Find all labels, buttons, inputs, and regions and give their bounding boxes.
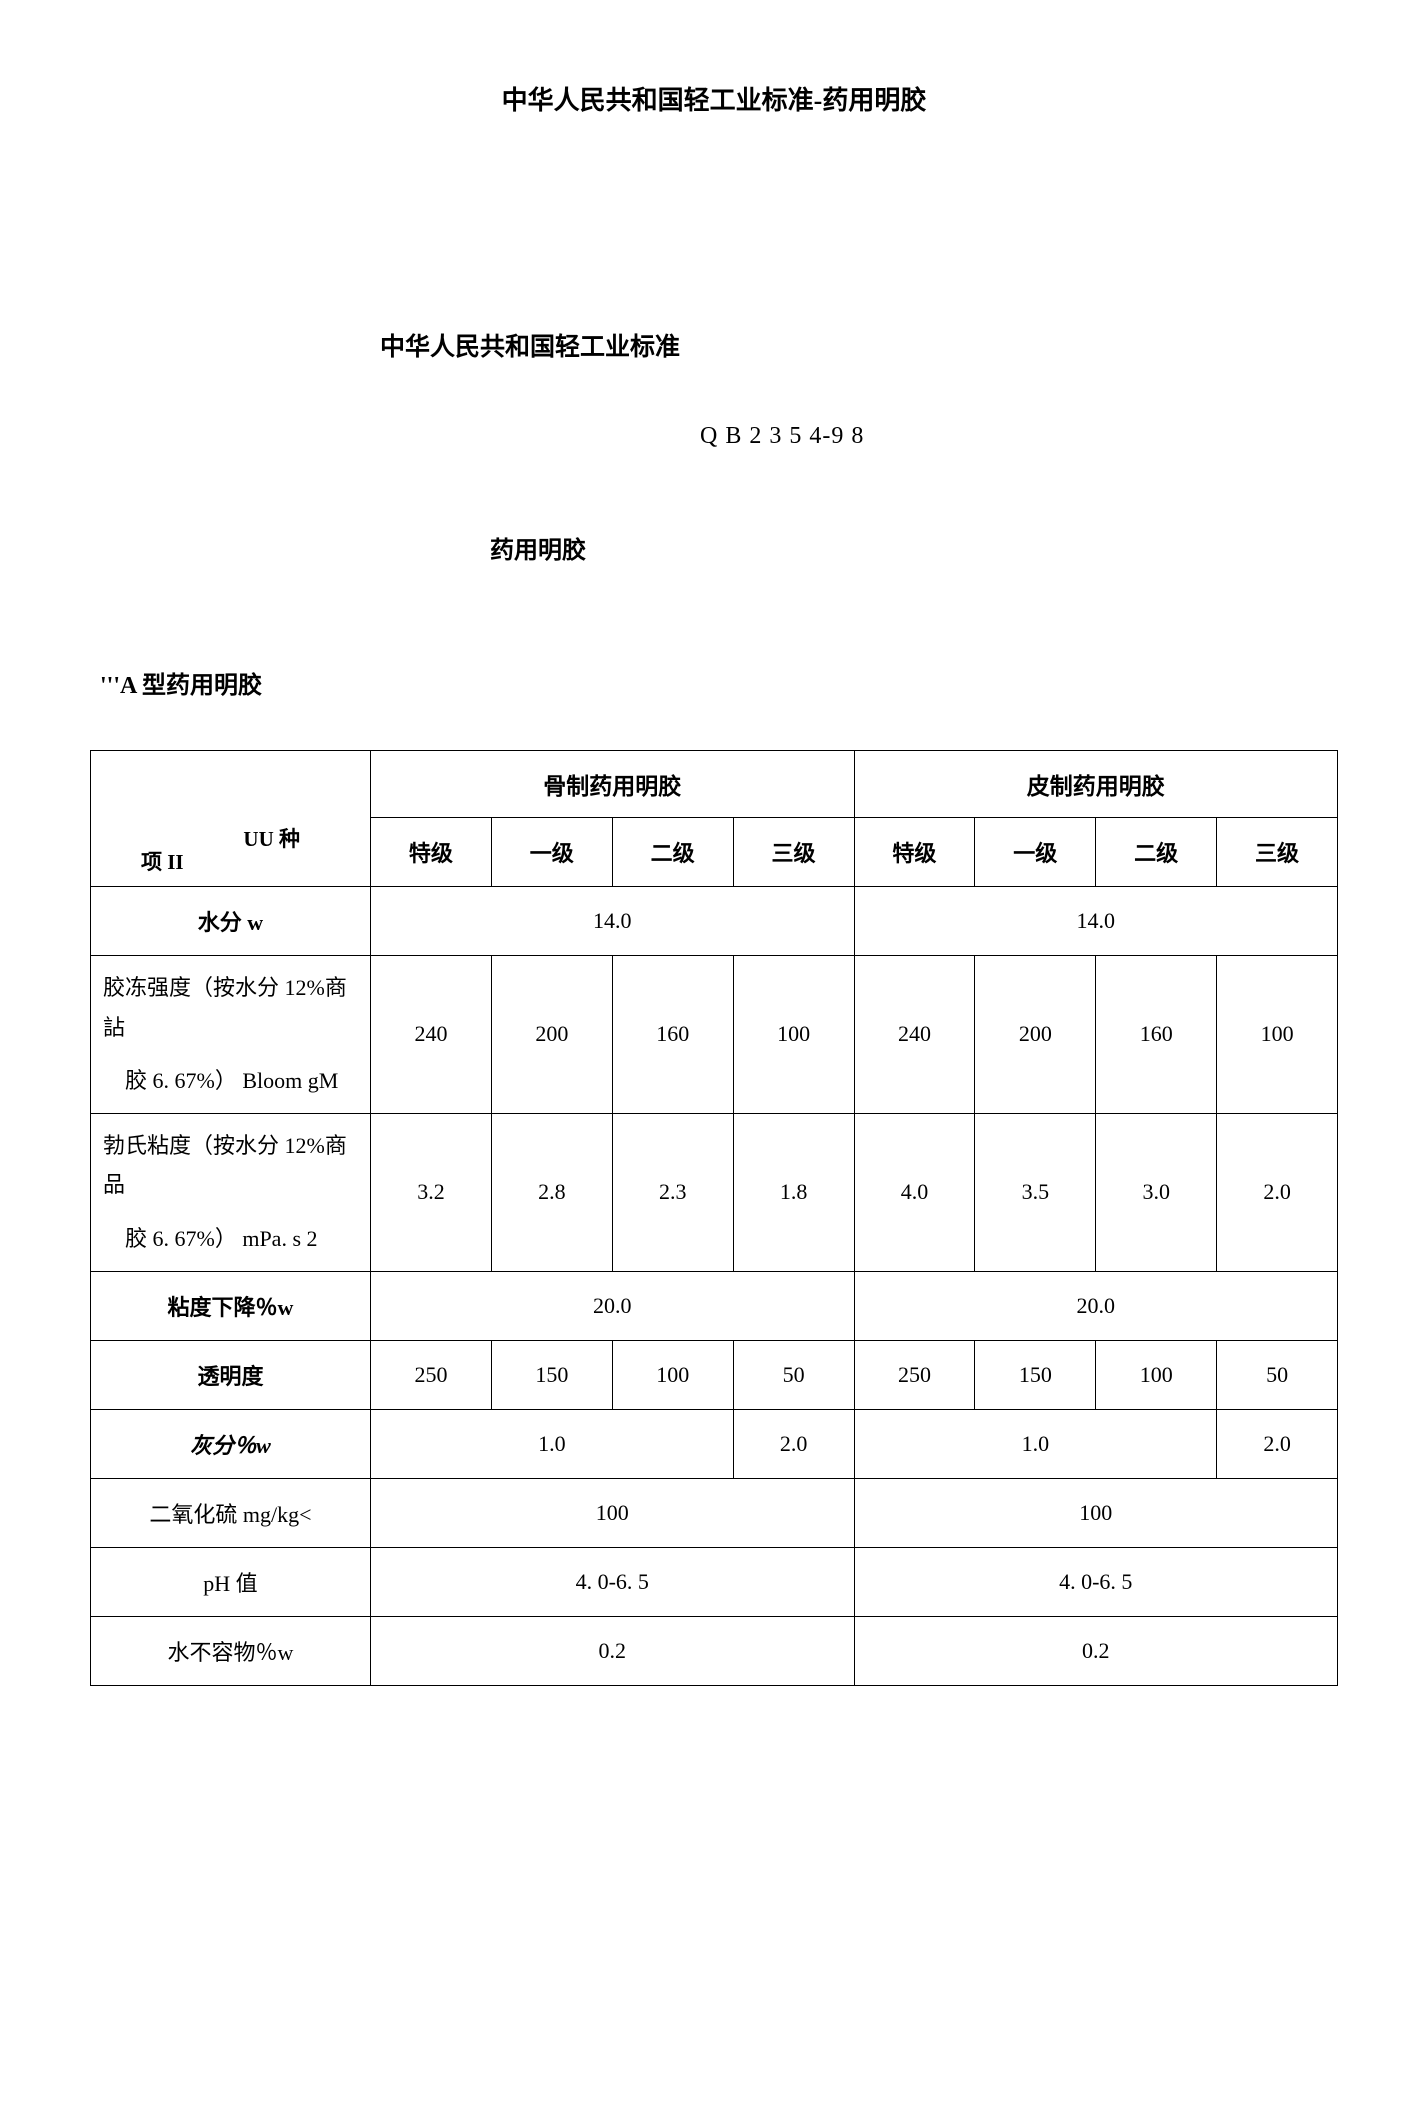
cell-value: 100 xyxy=(612,1340,733,1409)
cell-value: 2.3 xyxy=(612,1113,733,1271)
label-line: 胶 6. 67%） mPa. s 2 xyxy=(103,1219,358,1259)
label-line: 勃氏粘度（按水分 12%商品 xyxy=(103,1133,347,1198)
cell-value: 100 xyxy=(1217,956,1338,1114)
table-row: 水不容物％w 0.2 0.2 xyxy=(91,1616,1338,1685)
row-label-transparency: 透明度 xyxy=(91,1340,371,1409)
cell-value: 200 xyxy=(975,956,1096,1114)
grade-header: 三级 xyxy=(733,818,854,887)
row-label-so2: 二氧化硫 mg/kg< xyxy=(91,1478,371,1547)
cell-value: 3.5 xyxy=(975,1113,1096,1271)
cell-value: 4. 0-6. 5 xyxy=(371,1547,855,1616)
cell-value: 100 xyxy=(854,1478,1338,1547)
uu-label: UU 种 xyxy=(243,823,300,853)
section-label: '''A 型药用明胶 xyxy=(100,665,1338,700)
document-title: 中华人民共和国轻工业标准-药用明胶 xyxy=(90,80,1338,117)
cell-value: 150 xyxy=(975,1340,1096,1409)
row-label-moisture: 水分 w xyxy=(91,887,371,956)
cell-value: 100 xyxy=(1096,1340,1217,1409)
cell-value: 1.8 xyxy=(733,1113,854,1271)
row-label-jelly-strength: 胶冻强度（按水分 12%商詀 胶 6. 67%） Bloom gM xyxy=(91,956,371,1114)
grade-header: 特级 xyxy=(371,818,492,887)
standard-code: Q B 2 3 5 4-9 8 xyxy=(700,423,1338,450)
table-row: 透明度 250 150 100 50 250 150 100 50 xyxy=(91,1340,1338,1409)
table-row: 二氧化硫 mg/kg< 100 100 xyxy=(91,1478,1338,1547)
grade-header: 一级 xyxy=(975,818,1096,887)
grade-header: 一级 xyxy=(491,818,612,887)
cell-value: 240 xyxy=(371,956,492,1114)
cell-value: 240 xyxy=(854,956,975,1114)
cell-value: 14.0 xyxy=(371,887,855,956)
cell-value: 50 xyxy=(733,1340,854,1409)
row-label-viscosity: 勃氏粘度（按水分 12%商品 胶 6. 67%） mPa. s 2 xyxy=(91,1113,371,1271)
row-label-ash: 灰分％w xyxy=(91,1409,371,1478)
item-column-header: UU 种 项 II xyxy=(91,751,371,887)
cell-value: 0.2 xyxy=(371,1616,855,1685)
cell-value: 250 xyxy=(371,1340,492,1409)
cell-value: 150 xyxy=(491,1340,612,1409)
grade-header: 三级 xyxy=(1217,818,1338,887)
product-name: 药用明胶 xyxy=(490,530,1338,565)
row-label-insoluble: 水不容物％w xyxy=(91,1616,371,1685)
xiang-label: 项 II xyxy=(141,846,184,876)
table-row: 水分 w 14.0 14.0 xyxy=(91,887,1338,956)
cell-value: 4. 0-6. 5 xyxy=(854,1547,1338,1616)
cell-value: 3.0 xyxy=(1096,1113,1217,1271)
grade-header: 二级 xyxy=(1096,818,1217,887)
cell-value: 14.0 xyxy=(854,887,1338,956)
table-row: 勃氏粘度（按水分 12%商品 胶 6. 67%） mPa. s 2 3.2 2.… xyxy=(91,1113,1338,1271)
cell-value: 50 xyxy=(1217,1340,1338,1409)
table-row: pH 值 4. 0-6. 5 4. 0-6. 5 xyxy=(91,1547,1338,1616)
cell-value: 3.2 xyxy=(371,1113,492,1271)
cell-value: 2.0 xyxy=(1217,1113,1338,1271)
grade-header: 二级 xyxy=(612,818,733,887)
skin-gelatin-header: 皮制药用明胶 xyxy=(854,751,1338,818)
spec-table: UU 种 项 II 骨制药用明胶 皮制药用明胶 特级 一级 二级 三级 特级 一… xyxy=(90,750,1338,1686)
cell-value: 160 xyxy=(1096,956,1217,1114)
cell-value: 200 xyxy=(491,956,612,1114)
cell-value: 0.2 xyxy=(854,1616,1338,1685)
cell-value: 100 xyxy=(371,1478,855,1547)
table-row: 胶冻强度（按水分 12%商詀 胶 6. 67%） Bloom gM 240 20… xyxy=(91,956,1338,1114)
cell-value: 160 xyxy=(612,956,733,1114)
standard-name: 中华人民共和国轻工业标准 xyxy=(380,327,1338,363)
cell-value: 2.8 xyxy=(491,1113,612,1271)
cell-value: 1.0 xyxy=(854,1409,1217,1478)
cell-value: 20.0 xyxy=(371,1271,855,1340)
cell-value: 100 xyxy=(733,956,854,1114)
row-label-viscosity-drop: 粘度下降％w xyxy=(91,1271,371,1340)
cell-value: 2.0 xyxy=(733,1409,854,1478)
cell-value: 2.0 xyxy=(1217,1409,1338,1478)
table-row: 灰分％w 1.0 2.0 1.0 2.0 xyxy=(91,1409,1338,1478)
label-line: 胶 6. 67%） Bloom gM xyxy=(103,1061,358,1101)
row-label-ph: pH 值 xyxy=(91,1547,371,1616)
cell-value: 250 xyxy=(854,1340,975,1409)
grade-header: 特级 xyxy=(854,818,975,887)
label-line: 胶冻强度（按水分 12%商詀 xyxy=(103,975,347,1040)
cell-value: 1.0 xyxy=(371,1409,734,1478)
cell-value: 4.0 xyxy=(854,1113,975,1271)
cell-value: 20.0 xyxy=(854,1271,1338,1340)
table-row: 粘度下降％w 20.0 20.0 xyxy=(91,1271,1338,1340)
bone-gelatin-header: 骨制药用明胶 xyxy=(371,751,855,818)
